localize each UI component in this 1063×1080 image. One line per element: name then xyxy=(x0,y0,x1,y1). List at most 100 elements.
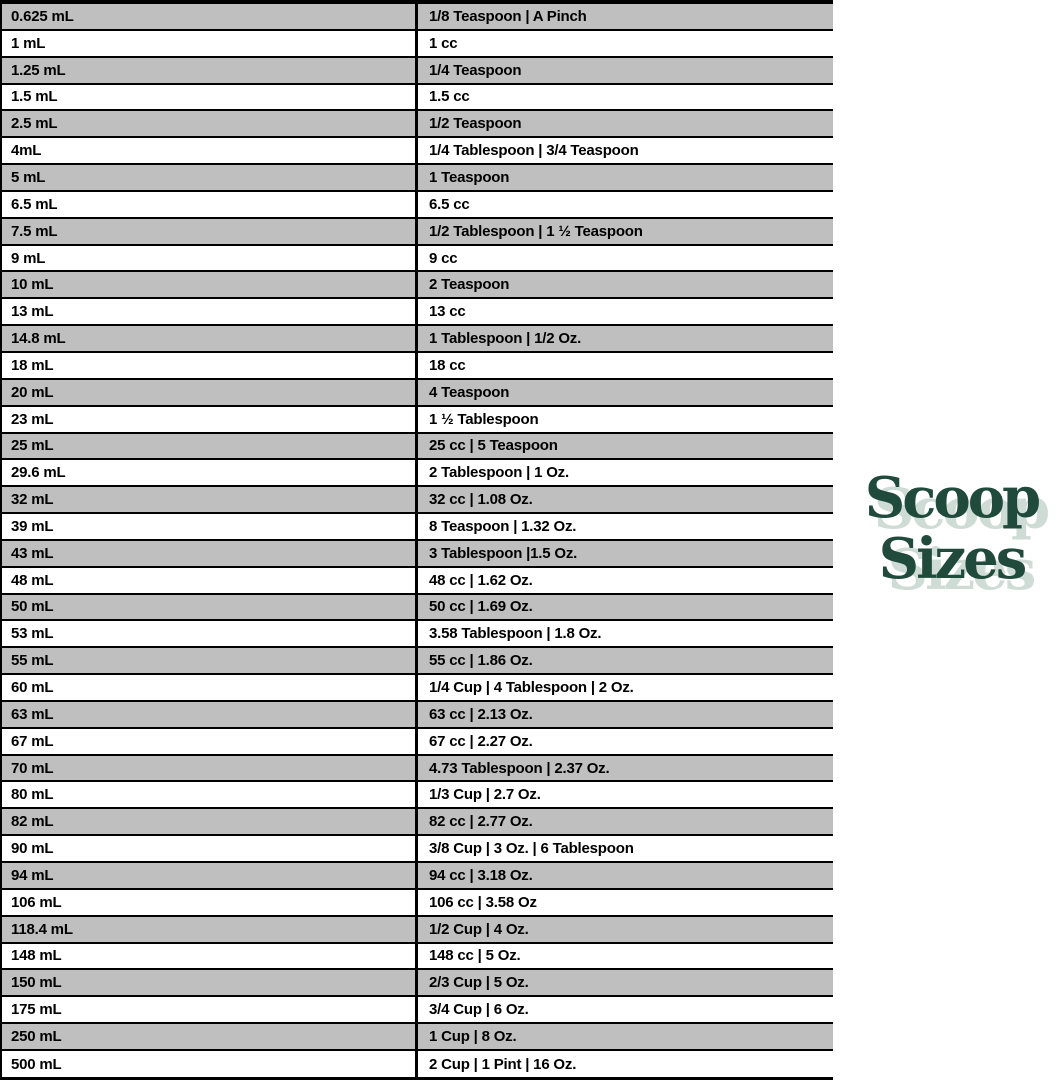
table-row: 2.5 mL 1/2 Teaspoon xyxy=(2,111,833,139)
equivalent-cell: 18 cc xyxy=(415,352,833,378)
table-row: 1 mL 1 cc xyxy=(2,30,833,58)
table-row: 60 mL 1/4 Cup | 4 Tablespoon | 2 Oz. xyxy=(2,675,833,702)
ml-cell: 60 mL xyxy=(11,679,54,697)
ml-cell: 10 mL xyxy=(11,276,54,294)
ml-cell: 48 mL xyxy=(11,571,54,589)
equivalent-cell: 106 cc | 3.58 Oz xyxy=(415,889,833,915)
equivalent-cell: 3 Tablespoon |1.5 Oz. xyxy=(415,540,833,566)
ml-cell: 2.5 mL xyxy=(11,115,58,133)
table-row: 175 mL 3/4 Cup | 6 Oz. xyxy=(2,997,833,1025)
equivalent-cell: 1/8 Teaspoon | A Pinch xyxy=(415,4,833,29)
scoop-sizes-logo: Scoop Sizes xyxy=(840,468,1063,590)
ml-cell: 23 mL xyxy=(11,410,54,428)
equivalent-cell: 1/4 Cup | 4 Tablespoon | 2 Oz. xyxy=(415,675,833,700)
equivalent-cell: 82 cc | 2.77 Oz. xyxy=(415,809,833,835)
table-row: 150 mL 2/3 Cup | 5 Oz. xyxy=(2,970,833,998)
table-row: 48 mL 48 cc | 1.62 Oz. xyxy=(2,567,833,595)
equivalent-cell: 148 cc | 5 Oz. xyxy=(415,943,833,969)
equivalent-cell: 55 cc | 1.86 Oz. xyxy=(415,648,833,674)
ml-cell: 118.4 mL xyxy=(11,920,73,938)
equivalent-cell: 4 Teaspoon xyxy=(415,379,833,405)
table-row: 4mL 1/4 Tablespoon | 3/4 Teaspoon xyxy=(2,138,833,166)
equivalent-cell: 2 Teaspoon xyxy=(415,272,833,298)
table-row: 106 mL 106 cc | 3.58 Oz xyxy=(2,889,833,917)
ml-cell: 82 mL xyxy=(11,813,54,831)
table-row: 90 mL 3/8 Cup | 3 Oz. | 6 Tablespoon xyxy=(2,836,833,863)
ml-cell: 1.5 mL xyxy=(11,88,58,106)
ml-cell: 175 mL xyxy=(11,1001,62,1019)
ml-cell: 0.625 mL xyxy=(11,7,74,25)
ml-cell: 25 mL xyxy=(11,437,54,455)
table-row: 13 mL 13 cc xyxy=(2,299,833,327)
table-row: 1.25 mL 1/4 Teaspoon xyxy=(2,57,833,85)
table-row: 250 mL 1 Cup | 8 Oz. xyxy=(2,1024,833,1051)
equivalent-cell: 1/2 Tablespoon | 1 ½ Teaspoon xyxy=(415,218,833,244)
ml-cell: 90 mL xyxy=(11,840,54,858)
equivalent-cell: 63 cc | 2.13 Oz. xyxy=(415,701,833,727)
ml-cell: 9 mL xyxy=(11,249,46,267)
ml-cell: 39 mL xyxy=(11,517,54,535)
ml-cell: 63 mL xyxy=(11,705,54,723)
table-row: 20 mL 4 Teaspoon xyxy=(2,379,833,407)
ml-cell: 29.6 mL xyxy=(11,464,66,482)
table-row: 0.625 mL 1/8 Teaspoon | A Pinch xyxy=(2,4,833,31)
table-row: 82 mL 82 cc | 2.77 Oz. xyxy=(2,809,833,837)
logo-line-1: Scoop xyxy=(864,465,1041,531)
equivalent-cell: 1.5 cc xyxy=(415,84,833,110)
equivalent-cell: 3.58 Tablespoon | 1.8 Oz. xyxy=(415,621,833,647)
ml-cell: 7.5 mL xyxy=(11,222,58,240)
table-row: 32 mL 32 cc | 1.08 Oz. xyxy=(2,487,833,515)
table-row: 500 mL 2 Cup | 1 Pint | 16 Oz. xyxy=(2,1050,833,1077)
equivalent-cell: 3/8 Cup | 3 Oz. | 6 Tablespoon xyxy=(415,836,833,861)
table-row: 25 mL 25 cc | 5 Teaspoon xyxy=(2,433,833,461)
ml-cell: 55 mL xyxy=(11,652,54,670)
ml-cell: 50 mL xyxy=(11,598,54,616)
table-row: 18 mL 18 cc xyxy=(2,352,833,380)
equivalent-cell: 25 cc | 5 Teaspoon xyxy=(415,433,833,459)
equivalent-cell: 6.5 cc xyxy=(415,191,833,217)
ml-cell: 14.8 mL xyxy=(11,330,66,348)
ml-cell: 106 mL xyxy=(11,893,62,911)
equivalent-cell: 1/2 Cup | 4 Oz. xyxy=(415,916,833,942)
equivalent-cell: 8 Teaspoon | 1.32 Oz. xyxy=(415,514,833,539)
ml-cell: 150 mL xyxy=(11,974,62,992)
ml-cell: 32 mL xyxy=(11,491,54,509)
equivalent-cell: 1/2 Teaspoon xyxy=(415,111,833,137)
table-row: 10 mL 2 Teaspoon xyxy=(2,272,833,300)
table-row: 23 mL 1 ½ Tablespoon xyxy=(2,406,833,434)
table-row: 63 mL 63 cc | 2.13 Oz. xyxy=(2,701,833,729)
table-row: 67 mL 67 cc | 2.27 Oz. xyxy=(2,728,833,756)
equivalent-cell: 1 ½ Tablespoon xyxy=(415,406,833,432)
equivalent-cell: 2 Tablespoon | 1 Oz. xyxy=(415,460,833,486)
ml-cell: 43 mL xyxy=(11,544,54,562)
table-row: 14.8 mL 1 Tablespoon | 1/2 Oz. xyxy=(2,326,833,353)
equivalent-cell: 3/4 Cup | 6 Oz. xyxy=(415,997,833,1023)
logo-line-2: Sizes xyxy=(878,526,1028,592)
ml-cell: 20 mL xyxy=(11,383,54,401)
equivalent-cell: 2/3 Cup | 5 Oz. xyxy=(415,970,833,996)
equivalent-cell: 1 Tablespoon | 1/2 Oz. xyxy=(415,326,833,351)
equivalent-cell: 9 cc xyxy=(415,245,833,271)
ml-cell: 1 mL xyxy=(11,34,46,52)
ml-cell: 67 mL xyxy=(11,732,54,750)
ml-cell: 94 mL xyxy=(11,866,54,884)
table-row: 9 mL 9 cc xyxy=(2,245,833,273)
ml-cell: 18 mL xyxy=(11,356,54,374)
table-row: 70 mL 4.73 Tablespoon | 2.37 Oz. xyxy=(2,755,833,783)
equivalent-cell: 1 Cup | 8 Oz. xyxy=(415,1024,833,1049)
table-row: 5 mL 1 Teaspoon xyxy=(2,165,833,192)
equivalent-cell: 94 cc | 3.18 Oz. xyxy=(415,863,833,888)
equivalent-cell: 2 Cup | 1 Pint | 16 Oz. xyxy=(415,1050,833,1077)
ml-cell: 4mL xyxy=(11,142,42,160)
table-row: 1.5 mL 1.5 cc xyxy=(2,84,833,112)
ml-cell: 1.25 mL xyxy=(11,61,66,79)
equivalent-cell: 13 cc xyxy=(415,299,833,325)
table-row: 7.5 mL 1/2 Tablespoon | 1 ½ Teaspoon xyxy=(2,218,833,246)
equivalent-cell: 1 cc xyxy=(415,30,833,56)
equivalent-cell: 1/4 Teaspoon xyxy=(415,57,833,83)
ml-cell: 148 mL xyxy=(11,947,62,965)
equivalent-cell: 67 cc | 2.27 Oz. xyxy=(415,728,833,754)
ml-cell: 13 mL xyxy=(11,303,54,321)
equivalent-cell: 32 cc | 1.08 Oz. xyxy=(415,487,833,513)
ml-cell: 5 mL xyxy=(11,168,46,186)
